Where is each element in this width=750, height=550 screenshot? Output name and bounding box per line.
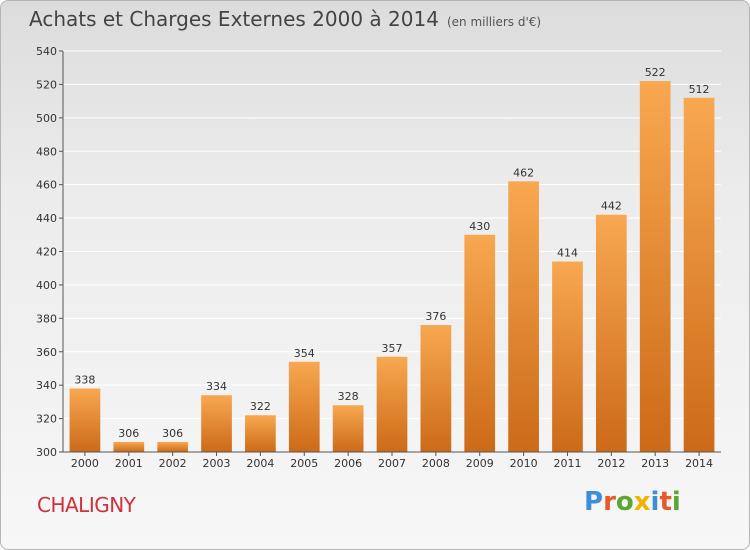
- bar: [288, 361, 320, 452]
- y-tick-label: 420: [36, 246, 57, 259]
- bar-value-label: 430: [469, 220, 490, 233]
- y-tick-label: 440: [36, 212, 57, 225]
- bar: [420, 325, 452, 452]
- x-tick-label: 2014: [685, 457, 713, 470]
- axes: 300 320 340 360 380 400 420 440 460 480 500 520 540 2…: [36, 45, 721, 470]
- proxiti-logo[interactable]: Proxiti: [584, 487, 681, 517]
- bar: [157, 441, 189, 452]
- bar-value-label: 462: [513, 166, 534, 179]
- bar-value-label: 376: [425, 310, 446, 323]
- bar-value-label: 322: [250, 400, 271, 413]
- bar: [245, 415, 276, 452]
- bar: [552, 261, 583, 452]
- logo-letter: t: [659, 487, 672, 517]
- bar: [69, 388, 101, 452]
- chart-subtitle: (en milliers d'€): [446, 15, 542, 29]
- location-name: CHALIGNY: [37, 493, 136, 517]
- bar: [201, 395, 232, 452]
- y-tick-label: 300: [36, 446, 57, 459]
- bar-value-label: 442: [601, 200, 622, 213]
- logo-letter: x: [633, 487, 651, 517]
- bar-value-label: 414: [557, 247, 578, 260]
- x-tick-label: 2008: [422, 457, 450, 470]
- x-tick-label: 2001: [115, 457, 143, 470]
- y-tick-label: 380: [36, 312, 57, 325]
- bar-value-label: 306: [118, 427, 139, 440]
- x-tick-label: 2011: [553, 457, 581, 470]
- x-tick-label: 2010: [510, 457, 538, 470]
- bar: [683, 97, 715, 453]
- bar-value-label: 334: [206, 380, 227, 393]
- y-tick-label: 460: [36, 179, 57, 192]
- logo-letter: i: [671, 487, 681, 517]
- x-tick-label: 2013: [641, 457, 669, 470]
- y-tick-label: 480: [36, 145, 57, 158]
- bar-value-label: 328: [338, 390, 359, 403]
- x-tick-label: 2006: [334, 457, 362, 470]
- logo-letter: r: [603, 487, 616, 517]
- bar: [595, 214, 627, 452]
- chart-title-text: Achats et Charges Externes 2000 à 2014: [29, 7, 439, 31]
- bar: [332, 405, 364, 452]
- y-tick-label: 520: [36, 78, 57, 91]
- y-tick-label: 500: [36, 112, 57, 125]
- logo-letter: o: [615, 487, 634, 517]
- logo-letter: P: [584, 487, 604, 517]
- bar: [113, 441, 145, 452]
- bar: [376, 356, 408, 452]
- bar: [508, 181, 539, 452]
- x-tick-label: 2003: [203, 457, 231, 470]
- bar-value-label: 306: [162, 427, 183, 440]
- logo-letter: i: [650, 487, 660, 517]
- y-tick-label: 400: [36, 279, 57, 292]
- x-tick-label: 2002: [159, 457, 187, 470]
- bar-value-label: 338: [74, 374, 95, 387]
- x-tick-label: 2000: [71, 457, 99, 470]
- x-tick-label: 2009: [466, 457, 494, 470]
- bar: [639, 81, 671, 452]
- x-tick-label: 2012: [597, 457, 625, 470]
- x-tick-label: 2004: [246, 457, 274, 470]
- chart-title: Achats et Charges Externes 2000 à 2014 (e…: [29, 7, 541, 31]
- bar: [464, 234, 496, 452]
- y-tick-label: 340: [36, 379, 57, 392]
- bar-value-label: 512: [689, 83, 710, 96]
- x-tick-label: 2007: [378, 457, 406, 470]
- bar-value-label: 522: [645, 66, 666, 79]
- bar-value-label: 354: [294, 347, 315, 360]
- y-tick-label: 360: [36, 346, 57, 359]
- x-tick-label: 2005: [290, 457, 318, 470]
- bar-value-label: 357: [382, 342, 403, 355]
- y-tick-label: 320: [36, 413, 57, 426]
- y-tick-label: 540: [36, 45, 57, 58]
- bars: 338 306 306 334 322 354 328 357 376 430 462 414 442 5…: [69, 66, 715, 453]
